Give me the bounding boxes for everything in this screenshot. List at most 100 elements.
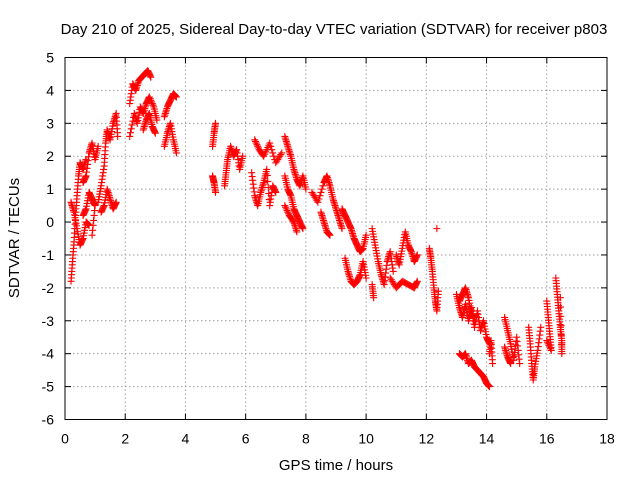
data-point (151, 129, 159, 137)
data-point (272, 188, 280, 196)
data-point (126, 132, 134, 140)
data-point (471, 313, 479, 321)
data-point (251, 137, 259, 145)
data-point (253, 141, 261, 149)
data-point (212, 119, 220, 127)
data-point (315, 195, 323, 203)
y-tick-label: -1 (42, 247, 55, 263)
data-point (281, 202, 289, 210)
data-point (277, 151, 285, 159)
data-point (282, 203, 290, 211)
data-point (267, 142, 275, 150)
y-tick-label: -3 (42, 313, 55, 329)
data-point (558, 350, 566, 358)
data-point (316, 192, 324, 200)
data-point (370, 294, 378, 302)
data-point (269, 149, 277, 157)
data-point (251, 136, 259, 144)
data-point (147, 73, 155, 81)
data-point (148, 100, 156, 108)
x-axis-label: GPS time / hours (279, 457, 393, 474)
data-point (153, 116, 161, 124)
data-point (263, 171, 271, 179)
data-point (434, 287, 442, 295)
data-point (338, 225, 346, 233)
x-tick-label: 8 (302, 431, 310, 447)
data-point (263, 165, 271, 173)
x-tick-label: 6 (242, 431, 250, 447)
data-point (266, 139, 274, 147)
data-point (318, 185, 326, 193)
data-point (145, 93, 153, 101)
data-point (389, 267, 397, 275)
data-point (149, 101, 157, 109)
y-tick-label: 4 (46, 82, 54, 98)
data-point (486, 383, 494, 391)
data-point (319, 182, 327, 190)
y-tick-label: 3 (46, 115, 54, 131)
data-point (293, 228, 301, 236)
data-point (326, 231, 334, 239)
data-point (557, 303, 565, 311)
x-tick-label: 4 (182, 431, 190, 447)
data-point (172, 149, 180, 157)
data-point (302, 185, 310, 193)
data-point (546, 343, 554, 351)
x-tick-label: 12 (419, 431, 435, 447)
data-point (547, 346, 555, 354)
y-tick-labels: -6 -5 -4 -3 -2 -1 0 1 2 3 4 5 (42, 50, 55, 428)
data-point (239, 152, 247, 160)
data-point (270, 152, 278, 160)
data-point (547, 345, 555, 353)
x-tick-labels: 0 2 4 6 8 10 12 14 16 18 (61, 431, 615, 447)
data-point (127, 125, 135, 133)
data-point (433, 225, 441, 233)
data-point (557, 331, 565, 339)
data-point (544, 340, 552, 348)
data-point (114, 132, 122, 140)
data-point (112, 198, 120, 206)
y-tick-label: 2 (46, 148, 54, 164)
x-tick-label: 10 (358, 431, 374, 447)
data-point (172, 93, 180, 101)
data-point (413, 251, 421, 259)
data-point (282, 205, 290, 213)
x-tick-label: 0 (61, 431, 69, 447)
y-tick-label: -5 (42, 379, 55, 395)
y-tick-label: 5 (46, 50, 54, 66)
data-point (284, 208, 292, 216)
y-axis-label: SDTVAR / TECUs (6, 178, 23, 298)
data-point (314, 198, 322, 206)
data-point (146, 95, 154, 103)
data-point (212, 188, 220, 196)
chart-title: Day 210 of 2025, Sidereal Day-to-day VTE… (61, 21, 608, 38)
y-tick-label: 0 (46, 214, 54, 230)
x-tick-label: 14 (479, 431, 495, 447)
data-point (362, 274, 370, 282)
data-point (317, 188, 325, 196)
data-point (557, 312, 565, 320)
y-tick-label: 1 (46, 181, 54, 197)
data-point (88, 231, 96, 239)
axis-ticks (64, 57, 608, 420)
data-point (254, 142, 262, 150)
y-tick-label: -4 (42, 346, 55, 362)
data-point (126, 129, 134, 137)
data-points (67, 67, 566, 391)
data-point (557, 322, 565, 330)
data-point (264, 177, 272, 185)
x-tick-label: 16 (539, 431, 555, 447)
data-point (283, 207, 291, 215)
data-point (299, 225, 307, 233)
data-point (489, 360, 497, 368)
data-point (556, 294, 564, 302)
y-tick-label: -2 (42, 280, 55, 296)
x-tick-label: 18 (599, 431, 615, 447)
data-point (413, 277, 421, 285)
y-tick-label: -6 (42, 412, 55, 428)
data-point (545, 341, 553, 349)
data-point (543, 337, 551, 345)
data-point (147, 96, 155, 104)
